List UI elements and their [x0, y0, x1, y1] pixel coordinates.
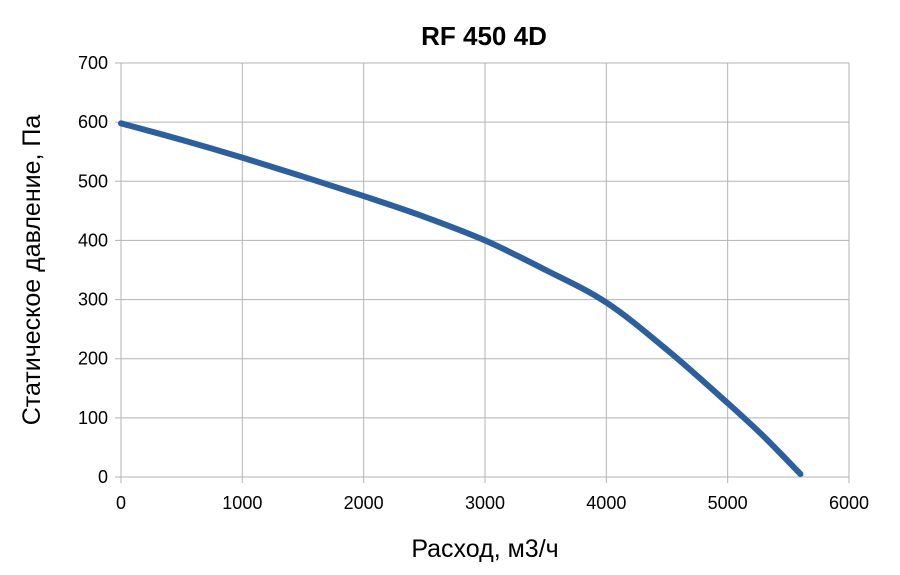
y-tick-label: 700 — [78, 53, 108, 73]
y-tick-label: 500 — [78, 171, 108, 191]
x-tick-label: 0 — [116, 493, 126, 513]
grid — [115, 62, 850, 483]
y-tick-label: 400 — [78, 230, 108, 250]
axis-ticks: 0 1000 2000 3000 4000 5000 6000 0 100 200 300 400 50… — [78, 53, 869, 513]
y-tick-label: 100 — [78, 408, 108, 428]
x-tick-label: 5000 — [708, 493, 748, 513]
x-tick-label: 2000 — [344, 493, 384, 513]
series-layer — [118, 120, 804, 478]
y-tick-label: 0 — [98, 467, 108, 487]
x-tick-label: 4000 — [586, 493, 626, 513]
x-tick-label: 3000 — [465, 493, 505, 513]
x-axis-label: Расход, м3/ч — [411, 535, 558, 563]
y-tick-label: 300 — [78, 290, 108, 310]
chart-title: RF 450 4D — [421, 21, 547, 51]
plot-area-frame — [120, 62, 850, 478]
y-tick-label: 200 — [78, 349, 108, 369]
x-tick-label: 1000 — [222, 493, 262, 513]
y-tick-label: 600 — [78, 112, 108, 132]
y-axis-label: Статическое давление, Па — [18, 115, 46, 426]
series-line — [118, 120, 804, 478]
x-tick-label: 6000 — [829, 493, 869, 513]
